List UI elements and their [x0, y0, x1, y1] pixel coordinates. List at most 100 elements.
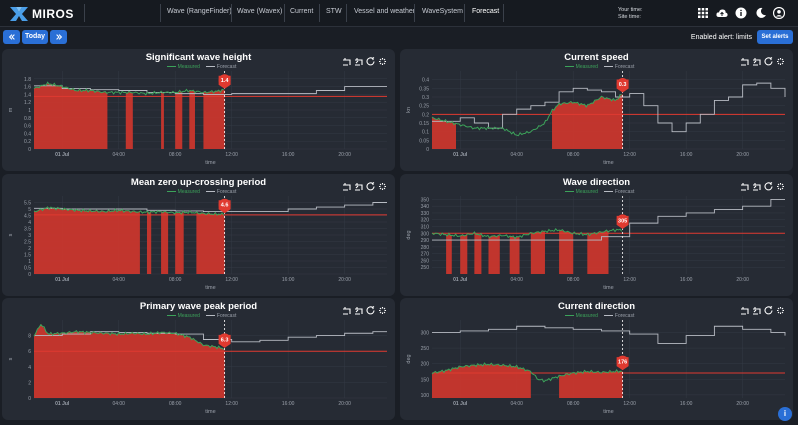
- y-tick-label: 0.4: [422, 78, 429, 84]
- next-day-button[interactable]: [50, 30, 67, 44]
- info-icon: i: [783, 409, 787, 418]
- y-tick-label: 0.3: [422, 95, 429, 101]
- chart-canvas[interactable]: 0 2 4 6 8 01 Jul 04:00 08:00 12:00 16:00 20:00 time…: [2, 298, 395, 420]
- reset-icon[interactable]: [366, 306, 375, 315]
- x-tick-label: 08:00: [169, 401, 182, 407]
- reset-icon[interactable]: [366, 182, 375, 191]
- tab-wave-wavex[interactable]: Wave (Wavex): [237, 8, 283, 15]
- x-tick-label: 12:00: [225, 277, 238, 283]
- y-tick-label: 1.2: [24, 100, 31, 106]
- legend-measured: Measured: [575, 189, 598, 195]
- y-axis-label: deg: [406, 230, 412, 239]
- y-tick-label: 300: [421, 330, 430, 336]
- cloud-upload-icon[interactable]: [716, 7, 728, 19]
- y-tick-label: 1: [28, 259, 31, 265]
- y-tick-label: 1.5: [24, 253, 31, 259]
- tab-stw[interactable]: STW: [326, 8, 342, 15]
- reset-icon[interactable]: [366, 57, 375, 66]
- zoom-in-icon[interactable]: [342, 57, 351, 66]
- y-tick-label: 0.5: [24, 266, 31, 272]
- y-tick-label: 280: [421, 245, 430, 251]
- zoom-out-icon[interactable]: [354, 306, 363, 315]
- divider: [284, 4, 285, 22]
- zoom-in-icon[interactable]: [740, 57, 749, 66]
- zoom-out-icon[interactable]: [354, 57, 363, 66]
- x-tick-label: 12:00: [225, 152, 238, 158]
- x-tick-label: 08:00: [169, 152, 182, 158]
- y-tick-label: 0.25: [419, 104, 429, 110]
- x-axis-label: time: [603, 285, 613, 291]
- zoom-in-icon[interactable]: [342, 182, 351, 191]
- help-button[interactable]: i: [778, 407, 792, 421]
- tab-vessel-and-weather[interactable]: Vessel and weather: [354, 8, 416, 15]
- settings-gear-icon[interactable]: [378, 306, 387, 315]
- x-tick-label: 01 Jul: [453, 152, 468, 158]
- y-tick-label: 0.15: [419, 121, 429, 127]
- chart-canvas[interactable]: 0 0.05 0.1 0.15 0.2 0.25 0.3 0.35 0.4 01 Jul 04:00…: [400, 49, 793, 171]
- forecast-line: [432, 325, 786, 344]
- x-tick-label: 20:00: [736, 277, 749, 283]
- chart-tools: [737, 178, 785, 196]
- y-axis-label: s: [8, 357, 14, 360]
- chart-tools: [737, 302, 785, 320]
- previous-day-button[interactable]: [3, 30, 20, 44]
- today-button[interactable]: Today: [22, 30, 48, 44]
- user-icon[interactable]: [773, 7, 785, 19]
- zoom-out-icon[interactable]: [354, 182, 363, 191]
- zoom-out-icon[interactable]: [752, 306, 761, 315]
- x-axis-label: time: [603, 160, 613, 166]
- x-tick-label: 20:00: [338, 401, 351, 407]
- settings-gear-icon[interactable]: [776, 306, 785, 315]
- zoom-out-icon[interactable]: [752, 182, 761, 191]
- y-tick-label: 5: [28, 207, 31, 213]
- forecast-line: [34, 85, 387, 95]
- x-tick-label: 12:00: [623, 152, 636, 158]
- chart-canvas[interactable]: 00.20.40.60.811.21.41.61.801 Jul 04:00 08:…: [2, 49, 395, 171]
- reset-icon[interactable]: [764, 306, 773, 315]
- y-tick-label: 0.1: [422, 130, 429, 136]
- reset-icon[interactable]: [764, 57, 773, 66]
- moon-icon[interactable]: [755, 7, 767, 19]
- miros-logo-icon: [10, 7, 28, 21]
- x-tick-label: 01 Jul: [55, 152, 70, 158]
- exceedance-area: [446, 234, 452, 274]
- zoom-in-icon[interactable]: [740, 182, 749, 191]
- x-tick-label: 04:00: [510, 152, 523, 158]
- settings-gear-icon[interactable]: [776, 182, 785, 191]
- x-tick-label: 04:00: [112, 277, 125, 283]
- zoom-in-icon[interactable]: [342, 306, 351, 315]
- current-value-label: 176: [618, 360, 627, 366]
- y-tick-label: 2.5: [24, 240, 31, 246]
- current-value-marker: 1.4: [218, 74, 231, 89]
- y-tick-label: 300: [421, 231, 430, 237]
- reset-icon[interactable]: [764, 182, 773, 191]
- measured-line: [431, 227, 623, 240]
- chart-canvas[interactable]: 00.511.522.533.544.555.5 01 Jul 04:00 08:00…: [2, 174, 395, 296]
- info-icon[interactable]: [735, 7, 747, 19]
- tab-wavesystem[interactable]: WaveSystem: [422, 8, 463, 15]
- exceedance-area: [146, 212, 152, 274]
- exceedance-area: [488, 235, 500, 274]
- legend-measured: Measured: [575, 64, 598, 70]
- settings-gear-icon[interactable]: [378, 57, 387, 66]
- y-tick-label: 4: [28, 220, 31, 226]
- chart-canvas[interactable]: 100 150 200 250 300 01 Jul 04:00 08:00 12:00 16:0…: [400, 298, 793, 420]
- grid-icon[interactable]: [697, 7, 709, 19]
- x-tick-label: 12:00: [623, 277, 636, 283]
- exceedance-area: [432, 364, 531, 398]
- zoom-in-icon[interactable]: [740, 306, 749, 315]
- zoom-out-icon[interactable]: [752, 57, 761, 66]
- x-tick-label: 16:00: [680, 277, 693, 283]
- site-time-label: Site time:: [618, 14, 641, 20]
- set-alerts-button[interactable]: Set alerts: [757, 30, 793, 44]
- tab-forecast[interactable]: Forecast: [472, 8, 500, 15]
- tab-current[interactable]: Current: [290, 8, 314, 15]
- y-axis-label: deg: [406, 354, 412, 363]
- y-tick-label: 1.8: [24, 77, 31, 83]
- y-tick-label: 100: [421, 393, 430, 399]
- tab-wave-rangefinder[interactable]: Wave (RangeFinder): [167, 8, 232, 15]
- y-tick-label: 0.35: [419, 86, 429, 92]
- settings-gear-icon[interactable]: [776, 57, 785, 66]
- settings-gear-icon[interactable]: [378, 182, 387, 191]
